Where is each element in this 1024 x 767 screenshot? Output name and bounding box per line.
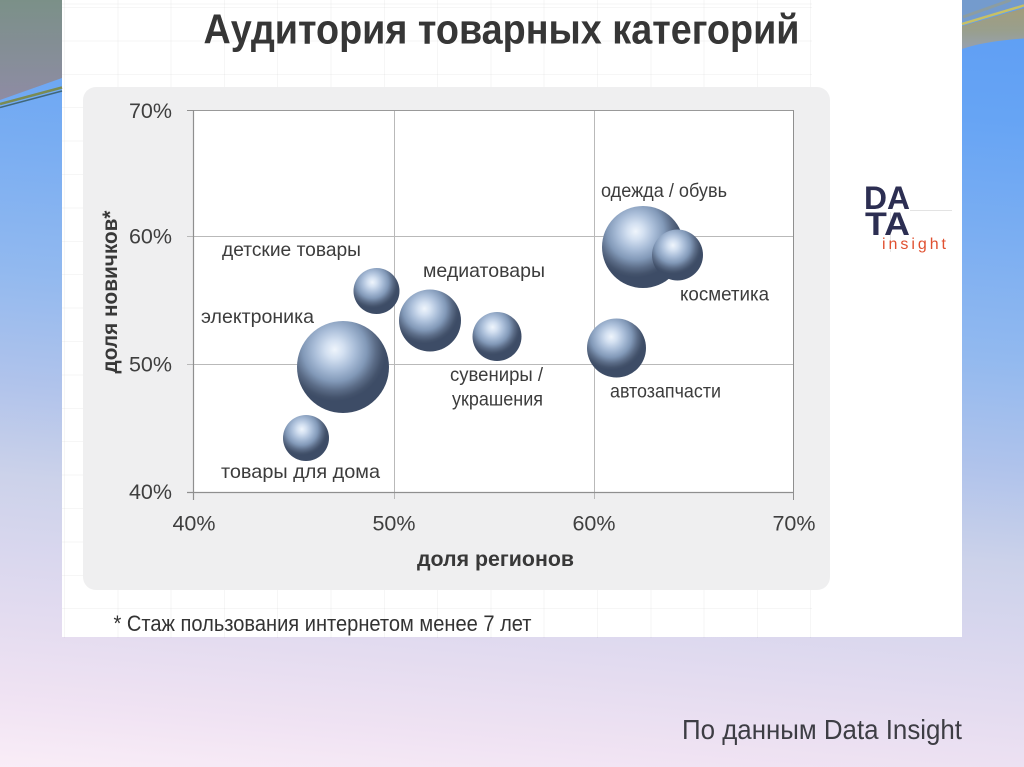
svg-text:По данным Data Insight: По данным Data Insight: [682, 714, 962, 745]
svg-text:доля новичков*: доля новичков*: [99, 210, 122, 374]
svg-text:70%: 70%: [129, 99, 172, 123]
svg-text:товары для дома: товары для дома: [221, 461, 380, 483]
svg-text:Аудитория товарных категорий: Аудитория товарных категорий: [204, 6, 800, 53]
svg-text:60%: 60%: [572, 512, 615, 536]
svg-text:50%: 50%: [129, 353, 172, 377]
svg-text:50%: 50%: [372, 512, 415, 536]
svg-text:70%: 70%: [772, 512, 815, 536]
svg-text:косметика: косметика: [680, 284, 769, 306]
svg-text:украшения: украшения: [452, 389, 543, 411]
svg-text:детские товары: детские товары: [222, 239, 361, 261]
svg-text:автозапчасти: автозапчасти: [610, 381, 721, 403]
svg-text:доля регионов: доля регионов: [417, 548, 574, 571]
svg-text:одежда / обувь: одежда / обувь: [601, 180, 727, 202]
svg-text:40%: 40%: [172, 512, 215, 536]
svg-text:40%: 40%: [129, 480, 172, 504]
svg-text:электроника: электроника: [201, 306, 314, 328]
svg-text:DA: DA: [864, 180, 910, 216]
svg-text:сувениры /: сувениры /: [450, 364, 544, 386]
svg-text:* Стаж пользования интернетом: * Стаж пользования интернетом менее 7 ле…: [114, 611, 532, 636]
svg-text:insight: insight: [882, 236, 947, 253]
svg-text:TA: TA: [865, 206, 910, 242]
svg-text:60%: 60%: [129, 225, 172, 249]
svg-text:медиатовары: медиатовары: [423, 260, 545, 282]
